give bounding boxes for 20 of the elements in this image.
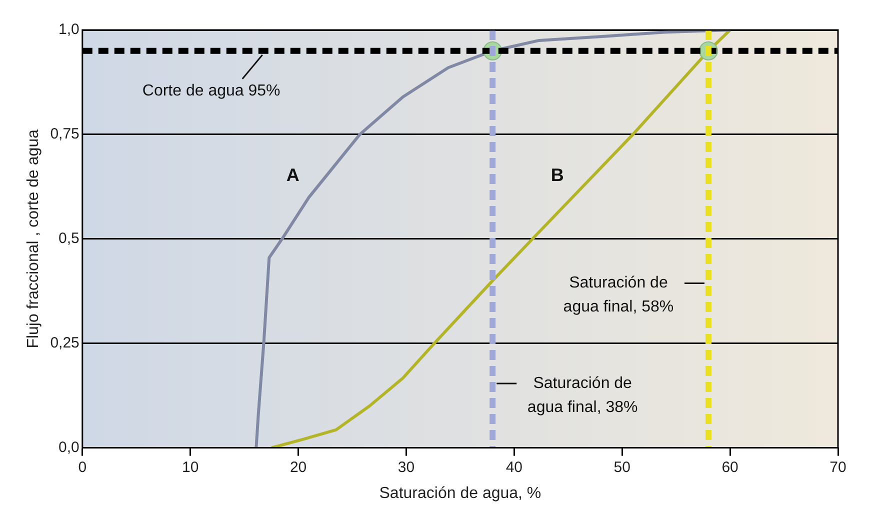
- x-tick-label: 40: [506, 458, 523, 476]
- y-tick-label: 1,0: [58, 21, 80, 38]
- x-tick-label: 50: [614, 458, 630, 476]
- y-tick-label: 0,0: [58, 438, 80, 456]
- series-label: B: [550, 165, 564, 186]
- y-tick-label: 0,25: [50, 334, 80, 352]
- series-label: A: [286, 165, 300, 186]
- ref-line-label: Saturación de agua final, 38%: [527, 374, 638, 416]
- y-tick-label: 0,5: [58, 230, 80, 248]
- x-tick-label: 10: [182, 458, 199, 476]
- y-axis-title: Flujo fraccional , corte de agua: [25, 129, 42, 348]
- x-tick-label: 20: [290, 458, 307, 476]
- x-tick-label: 70: [830, 458, 846, 476]
- x-tick-label: 60: [722, 458, 738, 476]
- x-tick-label: 30: [398, 458, 415, 476]
- x-axis-title: Saturación de agua, %: [379, 484, 542, 502]
- ref-line-label: Corte de agua 95%: [142, 82, 280, 100]
- ref-line-label: Saturación de agua final, 58%: [563, 274, 674, 316]
- x-tick-label: 0: [78, 458, 87, 476]
- y-tick-label: 0,75: [50, 126, 80, 143]
